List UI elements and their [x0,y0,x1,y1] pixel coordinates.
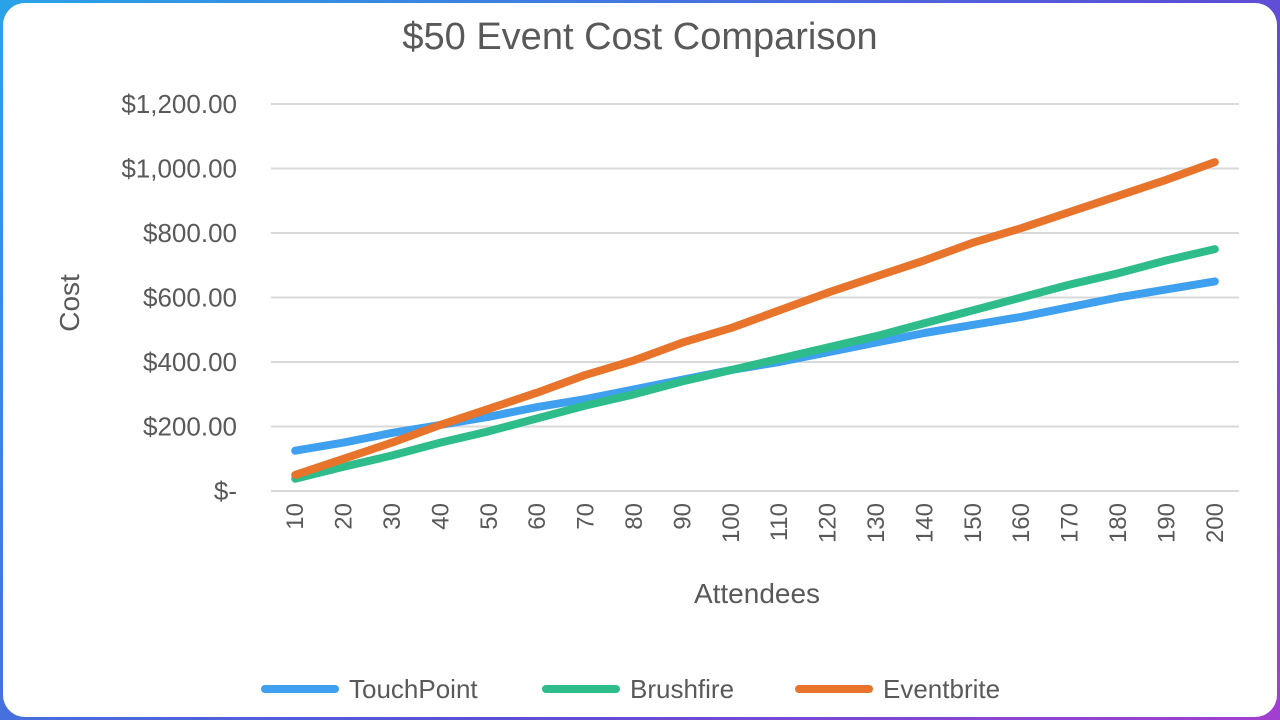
y-tick-label: $400.00 [143,347,237,377]
y-tick-label: $- [214,476,237,506]
x-tick-label: 140 [911,503,938,543]
y-axis-ticks: $- $200.00 $400.00 $600.00 $800.00 $1,000.00 $… [121,89,237,506]
x-axis-label: Attendees [694,578,820,609]
x-tick-label: 200 [1202,503,1229,543]
y-tick-label: $800.00 [143,218,237,248]
x-tick-label: 70 [573,503,600,530]
line-chart: $50 Event Cost Comparison $- $200.00 $400.… [54,16,1239,704]
x-axis-ticks: 10 20 30 40 50 60 70 80 90 100 110 120 130 140 150 160 1… [282,503,1229,543]
x-tick-label: 110 [766,503,793,541]
chart-card: $50 Event Cost Comparison $- $200.00 $400.… [3,3,1277,717]
series-lines [291,158,1219,483]
x-tick-label: 50 [476,503,503,530]
x-tick-label: 10 [282,503,309,530]
y-tick-label: $600.00 [143,283,237,313]
legend: TouchPoint Brushfire Eventbrite [261,674,1000,704]
legend-label-eventbrite: Eventbrite [883,674,1000,704]
x-tick-label: 100 [718,503,745,543]
chart-title: $50 Event Cost Comparison [402,16,877,58]
x-tick-label: 120 [815,503,842,543]
x-tick-label: 130 [863,503,890,543]
y-tick-label: $1,200.00 [121,89,237,119]
x-tick-label: 150 [960,503,987,543]
legend-label-touchpoint: TouchPoint [349,674,478,704]
x-tick-label: 180 [1105,503,1132,543]
x-tick-label: 170 [1057,503,1084,543]
x-tick-label: 160 [1008,503,1035,543]
series-line-brushfire [291,245,1219,483]
y-tick-label: $1,000.00 [121,154,237,184]
legend-label-brushfire: Brushfire [630,674,734,704]
x-tick-label: 40 [427,503,454,530]
x-tick-label: 20 [331,503,358,530]
y-tick-label: $200.00 [143,412,237,442]
x-tick-label: 80 [621,503,648,530]
series-line-eventbrite [291,158,1219,479]
x-tick-label: 30 [379,503,406,530]
y-axis-label: Cost [54,274,85,332]
x-tick-label: 60 [524,503,551,530]
x-tick-label: 190 [1153,503,1180,543]
x-tick-label: 90 [669,503,696,530]
